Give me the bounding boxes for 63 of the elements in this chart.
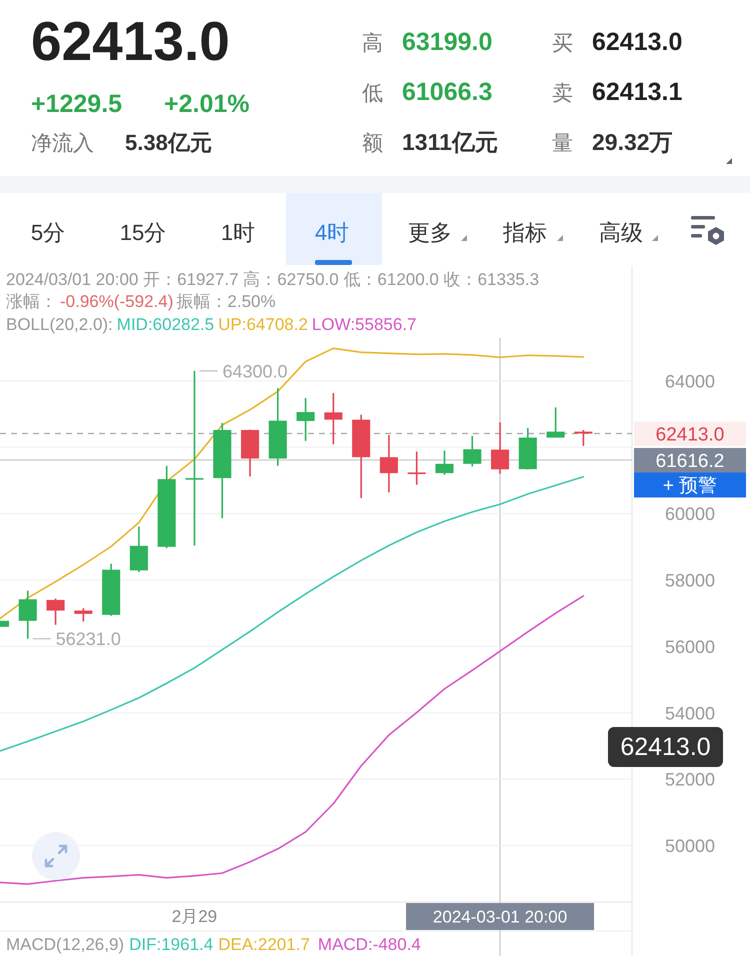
text: +2.01% (164, 90, 250, 118)
candlestick (74, 607, 92, 622)
annotation: 2024/03/01 20:00 开：61927.7 高：62750.0 低：61200.0 收：61335.3 (6, 270, 540, 289)
annotation: 涨幅： (6, 292, 57, 311)
text: 1时 (220, 220, 256, 245)
candlestick (296, 397, 315, 442)
text: 5.38亿元 (125, 130, 212, 155)
candlestick (574, 429, 592, 447)
text: 15分 (120, 220, 166, 245)
text: 量 (552, 132, 573, 155)
text: 5分 (30, 220, 66, 245)
annotation: 振幅：2.50% (176, 292, 276, 311)
candlestick (185, 370, 204, 546)
text: +1229.5 (31, 90, 122, 118)
text: 61616.2 (656, 450, 724, 472)
candlestick (380, 434, 398, 494)
text: MACD(12,26,9) (6, 935, 124, 954)
text: 4时 (314, 220, 350, 245)
y-tick-label: 52000 (664, 770, 716, 790)
candlestick (408, 450, 426, 486)
candlestick (546, 406, 565, 438)
text: 净流入 (31, 132, 94, 155)
annotation: -0.96%(-592.4) (60, 292, 174, 311)
annotation: 56231.0 (56, 629, 121, 650)
text: 63199.0 (402, 28, 492, 56)
text: 62413.0 (592, 28, 682, 56)
text: 买 (552, 32, 573, 55)
text: 高级 (599, 220, 643, 245)
text: 额 (362, 132, 383, 155)
text: 高 (362, 32, 383, 55)
text: DIF:1961.4 (129, 935, 214, 954)
annotation: 64300.0 (222, 361, 288, 382)
line-series (0, 476, 584, 752)
legend: BOLL(20,2.0): MID:60282.5 UP:64708.2 LOW:55856.7 (6, 315, 417, 334)
text: 29.32万 (592, 129, 673, 155)
candlestick (463, 435, 482, 468)
text: 低 (362, 82, 383, 105)
x-tick-label: 2024-03-01 20:00 (432, 908, 568, 926)
text: 62413.1 (592, 78, 682, 106)
text: 卖 (552, 82, 573, 105)
candlestick (46, 598, 65, 626)
text: 62413.0 (31, 10, 230, 72)
text: 61066.3 (402, 78, 492, 106)
y-tick-label: 64000 (664, 371, 716, 392)
text: + 预警 (662, 475, 718, 496)
y-tick-label: 60000 (664, 504, 716, 524)
text: DEA:2201.7 (218, 935, 310, 954)
candlestick (491, 422, 510, 475)
y-tick-label: 58000 (664, 570, 716, 591)
y-tick-label: 50000 (664, 836, 716, 856)
text: 1311亿元 (402, 129, 498, 155)
y-tick-label: 56000 (664, 636, 716, 657)
y-tick-label: 54000 (664, 703, 716, 724)
x-tick-label: 2月29 (172, 907, 218, 926)
text: 指标 (502, 220, 547, 245)
text: MACD:-480.4 (318, 935, 421, 954)
y-tick-label: 62413.0 (656, 424, 724, 446)
line-series (0, 595, 584, 885)
candlestick (18, 590, 37, 640)
line-series (0, 348, 584, 620)
text: 更多 (408, 220, 452, 245)
candlestick (324, 392, 342, 446)
candlestick (435, 450, 454, 476)
